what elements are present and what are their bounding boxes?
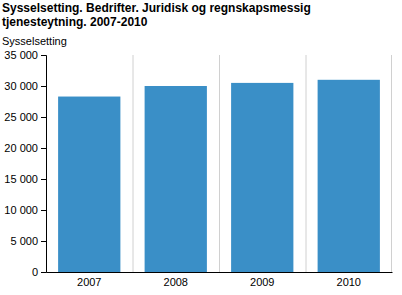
chart: Sysselsetting. Bedrifter. Juridisk og re… — [0, 0, 402, 295]
bar — [58, 97, 120, 272]
y-tick: 20 000 — [4, 142, 46, 154]
y-tick-mark — [41, 86, 46, 87]
y-axis: 0 5 000 10 000 15 000 20 000 25 000 30 000 35 0… — [4, 49, 46, 278]
x-tick-label: 2010 — [337, 276, 361, 288]
x-tick: 2010 — [337, 272, 361, 288]
title-line: tjenesteytning. 2007-2010 — [2, 15, 148, 29]
y-tick-label: 10 000 — [4, 204, 38, 216]
x-tick: 2009 — [250, 272, 274, 288]
y-tick-label: 25 000 — [4, 111, 38, 123]
x-axis: 2007 2008 2009 2010 — [47, 272, 393, 288]
y-tick-mark — [41, 117, 46, 118]
x-tick: 2007 — [77, 272, 101, 288]
x-tick-label: 2009 — [250, 276, 274, 288]
y-tick-label: 0 — [32, 266, 38, 278]
y-tick-label: 30 000 — [4, 80, 38, 92]
y-tick-mark — [41, 55, 46, 56]
y-tick-label: 5 000 — [10, 235, 38, 247]
bars — [58, 80, 380, 272]
x-axis-line — [47, 272, 393, 273]
y-axis-line — [41, 56, 47, 273]
y-tick: 10 000 — [4, 204, 46, 216]
grid-line — [219, 55, 220, 272]
bar — [318, 80, 380, 272]
y-tick-mark — [41, 148, 46, 149]
y-axis-label: Sysselsetting — [2, 35, 67, 47]
y-tick: 0 — [32, 266, 46, 278]
y-tick-mark — [41, 241, 46, 242]
x-tick-label: 2007 — [77, 276, 101, 288]
grid-line — [391, 55, 392, 272]
grid-line — [306, 55, 307, 272]
y-tick-mark — [41, 272, 46, 273]
x-tick: 2008 — [164, 272, 188, 288]
y-tick: 30 000 — [4, 80, 46, 92]
y-tick-mark — [41, 210, 46, 211]
y-tick: 5 000 — [10, 235, 46, 247]
x-tick-label: 2008 — [164, 276, 188, 288]
title-line: Sysselsetting. Bedrifter. Juridisk og re… — [2, 1, 311, 15]
y-tick: 25 000 — [4, 111, 46, 123]
y-tick: 35 000 — [4, 49, 46, 61]
grid-line — [133, 55, 134, 272]
y-tick-label: 35 000 — [4, 49, 38, 61]
bar — [145, 86, 207, 272]
y-tick-mark — [41, 179, 46, 180]
grid — [47, 55, 392, 272]
plot: 0 5 000 10 000 15 000 20 000 25 000 30 000 35 0… — [4, 49, 392, 288]
y-tick-label: 15 000 — [4, 173, 38, 185]
bar — [231, 83, 293, 272]
y-tick: 15 000 — [4, 173, 46, 185]
y-tick-label: 20 000 — [4, 142, 38, 154]
title: Sysselsetting. Bedrifter. Juridisk og re… — [2, 1, 311, 29]
